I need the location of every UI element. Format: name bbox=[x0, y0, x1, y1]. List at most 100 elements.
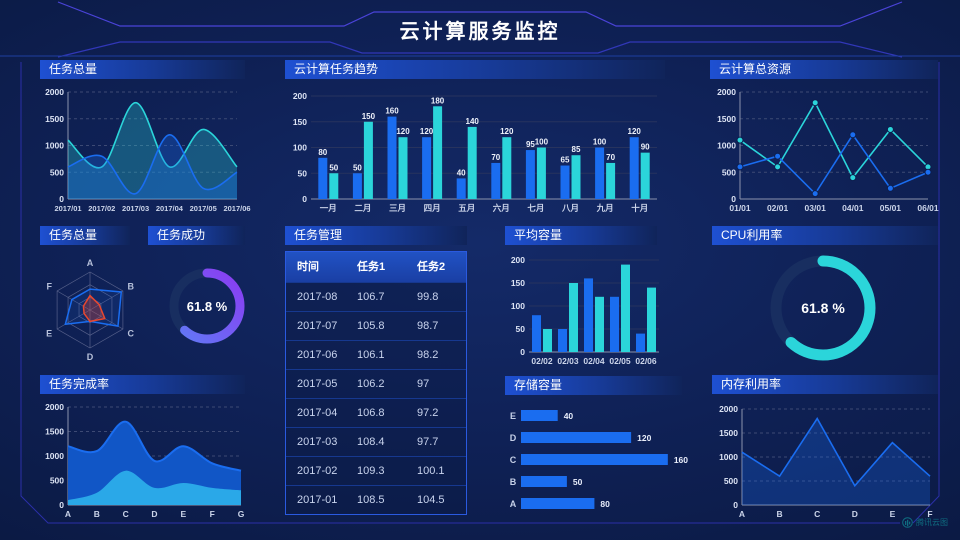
svg-text:200: 200 bbox=[511, 255, 525, 265]
cpu-usage-donut: 61.8 % bbox=[770, 255, 876, 361]
panel-title-task-radar: 任务总量 bbox=[40, 226, 130, 245]
svg-text:180: 180 bbox=[431, 96, 445, 105]
svg-text:2000: 2000 bbox=[45, 402, 64, 412]
svg-text:2000: 2000 bbox=[717, 87, 736, 97]
svg-text:A: A bbox=[87, 258, 94, 268]
svg-text:三月: 三月 bbox=[389, 203, 406, 213]
panel-task-success: 任务成功 61.8 % bbox=[148, 226, 245, 368]
table-row: 2017-05 106.2 97 bbox=[286, 369, 466, 398]
svg-text:61.8 %: 61.8 % bbox=[801, 300, 845, 316]
table-cell: 97.2 bbox=[417, 407, 439, 419]
svg-text:A: A bbox=[739, 509, 745, 519]
table-cell: 105.8 bbox=[357, 320, 385, 332]
table-cell: 100.1 bbox=[417, 465, 445, 477]
table-cell: 106.8 bbox=[357, 407, 385, 419]
svg-text:B: B bbox=[94, 509, 100, 519]
svg-text:70: 70 bbox=[491, 153, 500, 162]
panel-title-task-table: 任务管理 bbox=[285, 226, 467, 245]
svg-text:80: 80 bbox=[318, 148, 327, 157]
svg-text:1000: 1000 bbox=[45, 451, 64, 461]
svg-text:65: 65 bbox=[561, 156, 570, 165]
panel-storage-capacity: 存储容量 E 40 D 120 C 160 B 50 A 80 bbox=[505, 376, 688, 516]
svg-text:120: 120 bbox=[396, 127, 410, 136]
svg-text:150: 150 bbox=[362, 112, 376, 121]
table-row: 2017-02 109.3 100.1 bbox=[286, 456, 466, 485]
table-row: 2017-07 105.8 98.7 bbox=[286, 311, 466, 340]
svg-text:0: 0 bbox=[59, 500, 64, 510]
svg-text:40: 40 bbox=[564, 411, 574, 421]
svg-text:2017/05: 2017/05 bbox=[190, 204, 217, 213]
task-radar-chart: A B C D E F bbox=[46, 258, 135, 362]
svg-text:200: 200 bbox=[293, 91, 307, 101]
svg-text:2000: 2000 bbox=[719, 404, 738, 414]
svg-text:B: B bbox=[128, 281, 135, 291]
svg-text:D: D bbox=[510, 433, 517, 443]
svg-text:40: 40 bbox=[457, 168, 466, 177]
panel-task-completion: 任务完成率 0 500 1000 1500 2000 A B C D E F G bbox=[40, 375, 245, 521]
table-row: 2017-03 108.4 97.7 bbox=[286, 427, 466, 456]
svg-text:五月: 五月 bbox=[458, 203, 475, 213]
svg-text:C: C bbox=[128, 329, 135, 339]
svg-text:0: 0 bbox=[59, 194, 64, 204]
table-cell: 109.3 bbox=[357, 465, 385, 477]
svg-text:2017/04: 2017/04 bbox=[156, 204, 184, 213]
panel-task-radar: 任务总量 A B C D E F bbox=[40, 226, 146, 370]
panel-task-total-line: 任务总量 0 500 1000 1500 2000 2017/01 2017/02 2017/… bbox=[40, 60, 251, 215]
svg-text:02/06: 02/06 bbox=[635, 356, 657, 366]
svg-text:02/05: 02/05 bbox=[609, 356, 631, 366]
table-cell: 108.4 bbox=[357, 436, 385, 448]
table-cell: 106.7 bbox=[357, 291, 385, 303]
panel-cpu-usage: CPU利用率 61.8 % bbox=[712, 226, 938, 370]
svg-text:0: 0 bbox=[302, 194, 307, 204]
svg-text:120: 120 bbox=[420, 127, 434, 136]
svg-text:九月: 九月 bbox=[596, 203, 614, 213]
cloud-chart-logo-icon bbox=[902, 517, 913, 528]
svg-text:2017/06: 2017/06 bbox=[223, 204, 250, 213]
table-cell: 2017-03 bbox=[297, 436, 338, 448]
svg-text:03/01: 03/01 bbox=[805, 203, 827, 213]
svg-text:A: A bbox=[510, 499, 517, 509]
task-success-donut: 61.8 % bbox=[169, 268, 245, 344]
panel-task-table: 任务管理 时间 任务1 任务2 2017-08 106.7 99.8 2017-07 105.… bbox=[285, 226, 467, 515]
svg-text:500: 500 bbox=[50, 476, 64, 486]
svg-text:100: 100 bbox=[593, 138, 607, 147]
svg-text:90: 90 bbox=[641, 143, 650, 152]
table-cell: 2017-08 bbox=[297, 291, 338, 303]
svg-text:05/01: 05/01 bbox=[880, 203, 902, 213]
svg-text:0: 0 bbox=[733, 500, 738, 510]
vendor-logo: 腾讯云图 bbox=[902, 517, 948, 528]
svg-text:1000: 1000 bbox=[717, 141, 736, 151]
svg-text:1000: 1000 bbox=[719, 452, 738, 462]
svg-text:E: E bbox=[46, 329, 52, 339]
table-cell: 97 bbox=[417, 378, 430, 390]
svg-text:G: G bbox=[238, 509, 245, 519]
svg-text:02/02: 02/02 bbox=[531, 356, 553, 366]
table-cell: 2017-05 bbox=[297, 378, 338, 390]
panel-title-task-total: 任务总量 bbox=[40, 60, 245, 79]
avg-capacity-bar-chart: 0 50 100 150 200 02/02 02/03 02/04 02/05 02/06 bbox=[511, 255, 659, 366]
svg-text:0: 0 bbox=[520, 347, 525, 357]
table-cell: 2017-02 bbox=[297, 465, 338, 477]
panel-title-memory-usage: 内存利用率 bbox=[712, 375, 938, 394]
task-completion-area-chart: 0 500 1000 1500 2000 A B C D E F G bbox=[45, 402, 245, 519]
svg-text:02/01: 02/01 bbox=[767, 203, 789, 213]
svg-text:50: 50 bbox=[573, 477, 583, 487]
svg-text:B: B bbox=[510, 477, 517, 487]
svg-text:2017/03: 2017/03 bbox=[122, 204, 149, 213]
svg-text:100: 100 bbox=[535, 138, 549, 147]
svg-text:A: A bbox=[65, 509, 71, 519]
svg-text:E: E bbox=[890, 509, 896, 519]
panel-title-cloud-total-resource: 云计算总资源 bbox=[710, 60, 938, 79]
svg-text:E: E bbox=[510, 411, 516, 421]
table-cell: 2017-01 bbox=[297, 494, 338, 506]
table-row: 2017-08 106.7 99.8 bbox=[286, 282, 466, 311]
svg-text:50: 50 bbox=[516, 324, 526, 334]
table-row: 2017-06 106.1 98.2 bbox=[286, 340, 466, 369]
svg-text:D: D bbox=[852, 509, 858, 519]
svg-text:一月: 一月 bbox=[320, 203, 337, 213]
svg-text:六月: 六月 bbox=[493, 203, 510, 213]
svg-text:70: 70 bbox=[606, 153, 615, 162]
svg-text:120: 120 bbox=[637, 433, 651, 443]
